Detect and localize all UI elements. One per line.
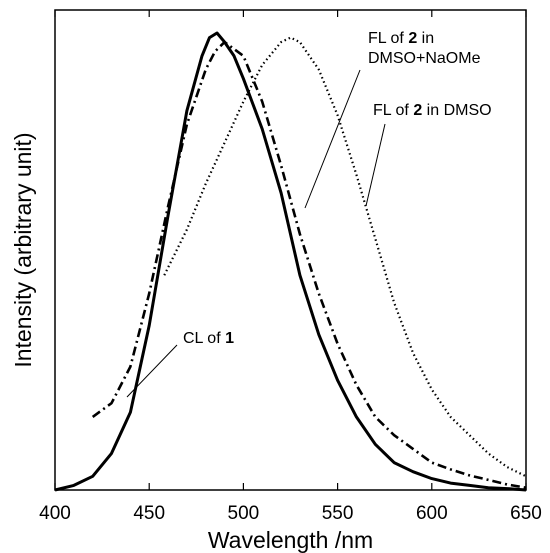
annotation-leader — [126, 344, 178, 398]
y-axis-label: Intensity (arbitrary unit) — [10, 132, 36, 367]
annotation-fl-dmso: FL of 2 in DMSO — [373, 102, 492, 119]
annotation-text-segment: 2 — [408, 30, 417, 47]
series-layer — [54, 31, 527, 492]
x-axis-tick-labels: 400 450 500 550 600 650 — [39, 503, 542, 524]
annotation-text-segment: 2 — [413, 102, 422, 119]
plot-frame — [54, 9, 527, 491]
annotation-cl: CL of 1 — [183, 330, 234, 347]
x-tick-label: 650 — [510, 503, 542, 524]
x-tick-label: 450 — [133, 503, 165, 524]
series-line-3 — [163, 36, 527, 478]
x-tick-label: 500 — [228, 503, 260, 524]
annotation-leader — [304, 69, 361, 209]
x-axis-label: Wavelength /nm — [208, 527, 373, 553]
annotations: CL of 1 FL of 2 in DMSO+NaOMe FL of 2 in DM… — [183, 30, 492, 347]
annotation-text-segment: DMSO+NaOMe — [368, 50, 481, 67]
annotation-text-segment: in DMSO — [422, 102, 491, 119]
series-line-1 — [54, 31, 527, 492]
annotation-fl-naome: FL of 2 in — [368, 30, 434, 47]
x-tick-label: 550 — [322, 503, 354, 524]
annotation-leaders — [126, 69, 386, 398]
series-line-2 — [91, 40, 527, 489]
x-tick-label: 400 — [39, 503, 71, 524]
x-axis-ticks — [54, 10, 527, 490]
x-tick-label: 600 — [416, 503, 448, 524]
annotation-leader — [365, 123, 386, 207]
annotation-text-segment: FL of — [373, 102, 413, 119]
annotation-text-segment: CL of — [183, 330, 225, 347]
annotation-fl-naome: DMSO+NaOMe — [368, 50, 481, 67]
annotation-text-segment: in — [417, 30, 434, 47]
annotation-text-segment: FL of — [368, 30, 408, 47]
annotation-text-segment: 1 — [225, 330, 234, 347]
